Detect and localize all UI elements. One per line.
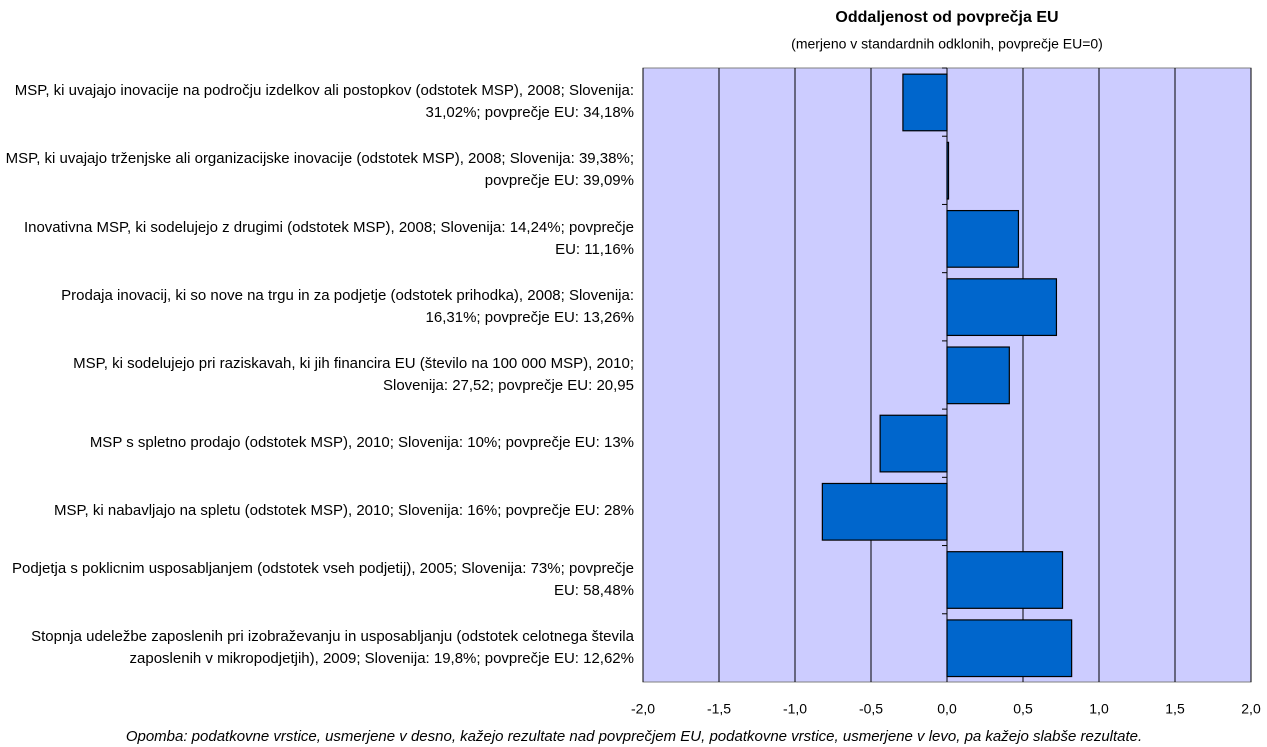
x-tick-label: -1,5 [707, 701, 731, 717]
y-tick-label: MSP, ki uvajajo trženjske ali organizaci… [5, 150, 634, 190]
x-tick-label: 1,0 [1089, 701, 1109, 717]
y-tick-label: Inovativna MSP, ki sodelujejo z drugimi … [23, 218, 634, 258]
y-tick-label: MSP, ki nabavljajo na spletu (odstotek M… [53, 502, 634, 520]
x-tick-label: -1,0 [783, 701, 807, 717]
chart-subtitle: (merjeno v standardnih odklonih, povpreč… [791, 36, 1103, 52]
bar [946, 209, 1020, 268]
bar [902, 73, 948, 132]
chart-title: Oddaljenost od povprečja EU [835, 9, 1058, 26]
y-tick-label: MSP, ki uvajajo inovacije na področju iz… [14, 82, 634, 122]
bar [879, 414, 948, 473]
y-tick-label: MSP, ki sodelujejo pri raziskavah, ki ji… [73, 354, 634, 394]
bar [946, 619, 1073, 678]
x-tick-label: 2,0 [1241, 701, 1261, 717]
x-tick-label: -2,0 [631, 701, 655, 717]
x-tick-label: 0,0 [937, 701, 957, 717]
y-tick-label: Stopnja udeležbe zaposlenih pri izobraže… [31, 627, 634, 667]
bar [946, 141, 950, 200]
y-tick-label: MSP s spletno prodajo (odstotek MSP), 20… [89, 434, 634, 452]
x-tick-label: 1,5 [1165, 701, 1185, 717]
bar [946, 551, 1064, 609]
note: Opomba: podatkovne vrstice, usmerjene v … [126, 728, 1142, 745]
y-tick-label: Podjetja s poklicnim usposabljanjem (ods… [11, 559, 634, 599]
y-tick-label: Prodaja inovacij, ki so nove na trgu in … [61, 286, 634, 326]
bar [946, 346, 1010, 405]
bar [821, 482, 948, 541]
x-tick-label: 0,5 [1013, 701, 1033, 717]
bar [946, 278, 1058, 337]
x-tick-label: -0,5 [859, 701, 883, 717]
